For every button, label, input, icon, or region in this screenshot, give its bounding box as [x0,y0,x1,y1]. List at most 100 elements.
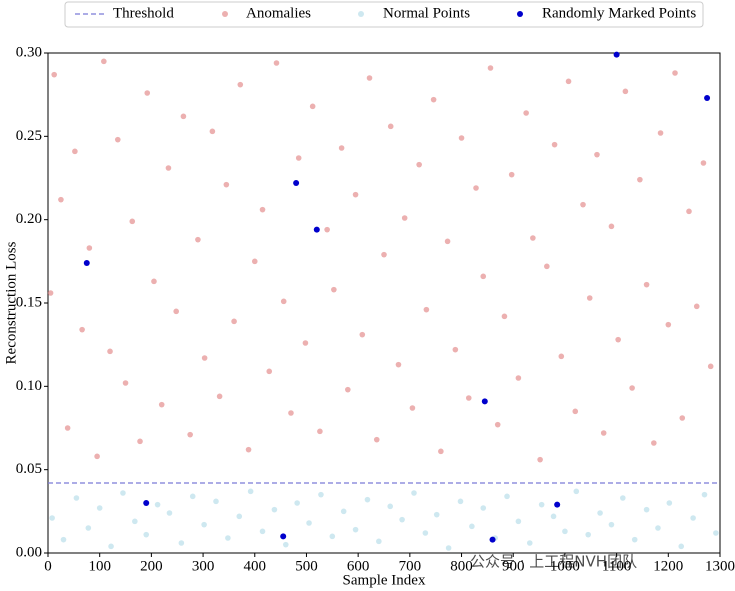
scatter-point [597,510,603,516]
scatter-point [359,331,366,338]
scatter-point [247,488,254,495]
y-tick-label: 0.00 [16,544,42,560]
scatter-point [340,508,347,515]
scatter-point [338,145,345,151]
legend-swatch [358,11,364,17]
scatter-point [51,71,58,78]
scatter-point [395,361,402,368]
scatter-point [201,521,207,528]
scatter-point [295,155,302,161]
scatter-point [195,236,201,243]
scatter-point [381,251,387,258]
scatter-point [523,110,529,116]
scatter-point [411,490,417,496]
marked-point [489,536,496,543]
scatter-point [120,490,126,496]
scatter-point [608,521,615,528]
marked-point [554,501,561,508]
scatter-point [245,446,252,453]
scatter-point [620,495,626,501]
scatter-point [280,298,287,305]
x-tick-label: 900 [502,558,525,574]
scatter-point [129,218,136,225]
scatter-point [713,530,719,536]
scatter-point [465,395,472,401]
scatter-point [144,90,151,96]
y-tick-label: 0.10 [16,378,42,394]
scatter-point [72,148,78,155]
scatter-point [565,78,572,85]
scatter-point [306,520,312,526]
scatter-point [273,60,280,66]
marked-point [313,226,320,233]
scatter-point [573,488,580,495]
scatter-point [143,531,150,538]
scatter-point [231,318,237,325]
y-tick-label: 0.30 [16,44,42,60]
scatter-point [271,506,278,513]
scatter-point [209,128,216,135]
scatter-point [259,206,266,213]
scatter-point [259,528,266,535]
scatter-point [122,380,129,386]
scatter-point [637,176,643,183]
scatter-point [686,208,692,215]
scatter-point [324,226,330,233]
x-tick-label: 300 [192,558,215,574]
scatter-point [266,368,273,375]
scatter-point [679,415,686,421]
scatter-point [187,431,193,438]
y-tick-label: 0.15 [16,294,42,310]
scatter-point [629,385,635,391]
scatter-point [137,438,143,445]
marked-point [280,533,287,540]
scatter-point [438,448,444,455]
scatter-point [64,425,71,431]
scatter-point [631,536,638,543]
scatter-point [655,525,661,531]
scatter-point [107,348,113,355]
scatter-point [678,543,685,550]
y-tick-label: 0.25 [16,128,42,144]
scatter-point [665,321,672,328]
scatter-point [132,518,138,525]
scatter-point [213,498,219,505]
x-tick-label: 1200 [653,558,683,574]
scatter-point [600,430,607,436]
x-tick-label: 400 [244,558,267,574]
scatter-point [189,493,196,500]
scatter-point [594,151,600,158]
scatter-point [544,263,550,270]
scatter-point [49,515,55,521]
scatter-point [473,185,479,191]
scatter-point [701,491,708,498]
scatter-point [180,113,187,120]
scatter-point [487,65,494,71]
x-axis-label: Sample Index [343,572,426,588]
scatter-point [504,493,510,500]
scatter-point [433,511,440,518]
scatter-point [643,506,650,513]
scatter-point [173,308,179,315]
scatter-point [331,286,337,293]
scatter-point [96,505,103,511]
marked-point [481,398,488,405]
scatter-point [672,70,678,76]
scatter-point [586,295,593,301]
scatter-point [151,278,157,285]
legend-label: Threshold [113,5,174,21]
scatter-point [409,405,416,411]
scatter-point [538,501,545,508]
scatter-point [530,235,536,241]
scatter-point [154,501,161,508]
scatter-point [47,290,54,296]
scatter-point [458,135,465,141]
y-tick-label: 0.20 [16,211,42,227]
scatter-point [352,191,359,198]
scatter-point [615,336,621,343]
legend-box [64,1,704,28]
scatter-point [236,513,243,520]
scatter-point [401,215,408,221]
scatter-point [329,533,336,540]
